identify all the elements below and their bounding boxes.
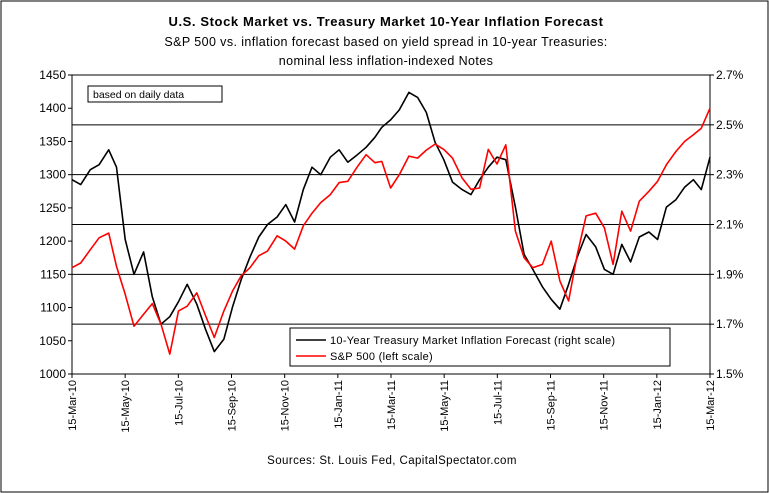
left-tick-label: 1400 [39,101,66,115]
left-tick-label: 1050 [39,334,66,348]
x-tick-label: 15-Nov-10 [280,380,292,431]
x-tick-label: 15-Mar-12 [705,380,717,431]
chart-subtitle-line-1: S&P 500 vs. inflation forecast based on … [164,35,607,49]
x-tick-label: 15-Jul-10 [173,380,185,426]
x-tick-label: 15-Jan-12 [652,380,664,430]
right-tick-label: 1.7% [716,317,744,331]
left-tick-label: 1000 [39,367,66,381]
right-tick-label: 2.7% [716,68,744,82]
left-tick-label: 1300 [39,168,66,182]
left-tick-label: 1250 [39,201,66,215]
chart-subtitle-line-2: nominal less inflation-indexed Notes [279,54,494,68]
legend-box [289,327,671,367]
gridlines [72,124,710,325]
left-tick-label: 1350 [39,134,66,148]
right-tick-label: 2.1% [716,218,744,232]
x-axis-ticks: 15-Mar-10 15-May-10 15-Jul-10 15-Sep-10 15-N… [67,374,717,433]
chart-title: U.S. Stock Market vs. Treasury Market 10… [168,14,603,29]
x-tick-label: 15-Sep-11 [546,380,558,431]
series-line-inflation-forecast [71,91,711,353]
x-tick-label: 15-Mar-10 [67,380,79,431]
left-tick-label: 1100 [40,301,66,315]
source-note: Sources: St. Louis Fed, CapitalSpectator… [267,455,517,467]
right-axis-ticks: 1.5% 1.7% 1.9% 2.1% 2.3% 2.5% 2.7% [710,68,744,381]
right-tick-label: 1.5% [716,367,744,381]
left-tick-label: 1150 [40,267,66,281]
x-tick-label: 15-May-11 [439,380,451,432]
x-tick-label: 15-Jul-11 [492,380,504,425]
series-line-sp500 [71,107,711,355]
left-tick-label: 1450 [39,68,66,82]
legend-label-sp500: S&P 500 (left scale) [330,351,433,363]
x-tick-label: 15-May-10 [120,380,132,433]
left-axis-ticks: 1000 1050 1100 1150 1200 1250 1300 1350 1400 1450 [39,68,72,381]
annotation-text: based on daily data [93,89,184,101]
right-tick-label: 1.9% [716,267,744,281]
x-tick-label: 15-Mar-11 [386,380,398,430]
x-tick-label: 15-Jan-11 [333,380,345,429]
right-tick-label: 2.5% [716,118,744,132]
annotation-box [87,85,223,103]
x-tick-label: 15-Nov-11 [599,380,611,431]
left-tick-label: 1200 [39,234,66,248]
right-tick-label: 2.3% [716,168,744,182]
x-tick-label: 15-Sep-10 [227,380,239,431]
legend: 10-Year Treasury Market Inflation Foreca… [289,327,671,367]
legend-label-inflation-forecast: 10-Year Treasury Market Inflation Foreca… [330,335,615,347]
